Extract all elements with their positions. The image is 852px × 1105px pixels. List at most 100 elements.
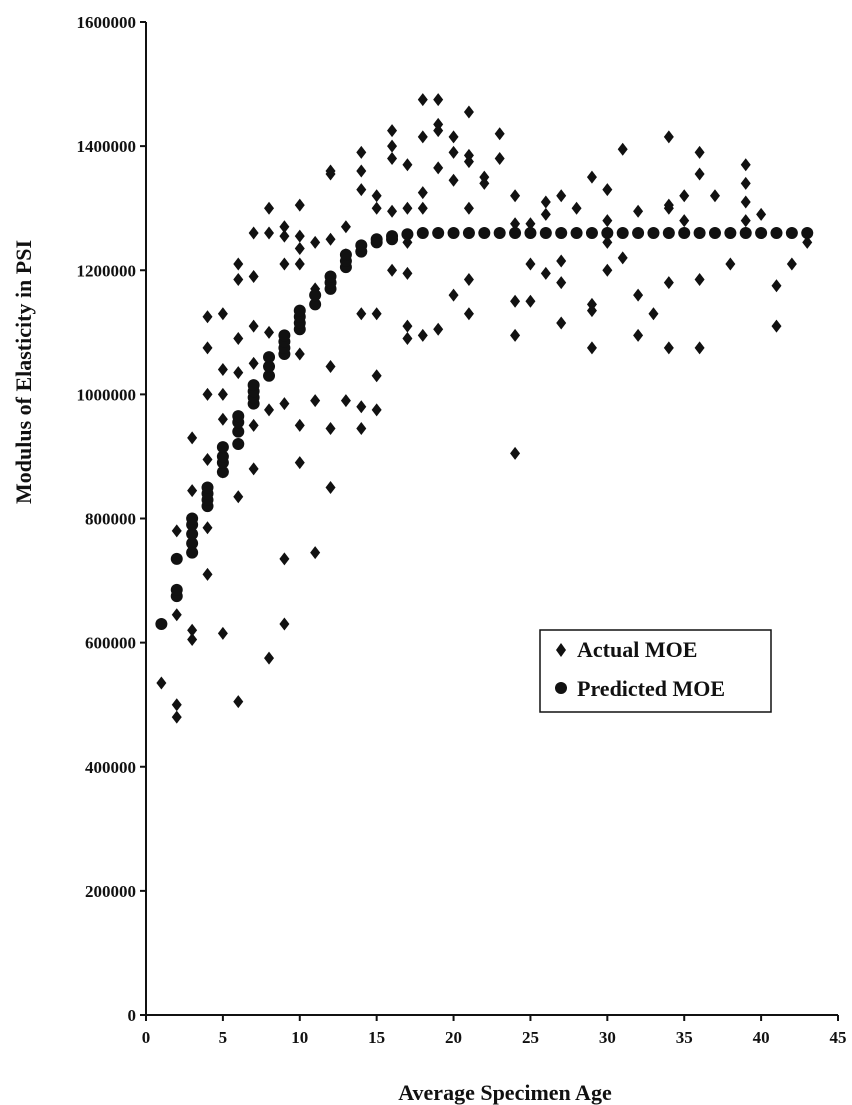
actual-moe-point: [202, 310, 213, 324]
actual-moe-point: [556, 189, 567, 203]
actual-moe-point: [556, 276, 567, 290]
predicted-moe-point: [216, 450, 229, 463]
predicted-moe-point: [739, 227, 752, 240]
predicted-moe-point: [309, 298, 322, 311]
actual-moe-point: [171, 524, 182, 538]
predicted-moe-point: [186, 546, 199, 559]
actual-moe-point: [663, 198, 674, 212]
actual-moe-point: [371, 369, 382, 383]
actual-moe-point: [617, 142, 628, 156]
actual-moe-point: [279, 257, 290, 271]
actual-moe-point: [156, 676, 167, 690]
actual-moe-point: [525, 257, 536, 271]
actual-moe-point: [433, 117, 444, 131]
predicted-moe-point: [416, 227, 429, 240]
actual-moe-point: [448, 145, 459, 159]
actual-moe-point: [248, 356, 259, 370]
actual-moe-point: [402, 266, 413, 280]
actual-moe-point: [694, 341, 705, 355]
actual-moe-point: [356, 164, 367, 178]
predicted-moe-point: [801, 227, 814, 240]
predicted-moe-point: [355, 239, 368, 252]
predicted-moe-point: [232, 410, 245, 423]
actual-moe-point: [402, 332, 413, 346]
actual-moe-point: [494, 127, 505, 141]
x-tick-label: 5: [219, 1028, 228, 1047]
actual-moe-point: [248, 226, 259, 240]
actual-moe-point: [187, 623, 198, 637]
predicted-moe-point: [247, 379, 260, 392]
predicted-moe-point: [585, 227, 598, 240]
actual-moe-point: [417, 201, 428, 215]
predicted-moe-point: [186, 537, 199, 550]
actual-moe-point: [479, 170, 490, 184]
y-tick-label: 1600000: [77, 13, 137, 32]
actual-moe-point: [217, 307, 228, 321]
actual-moe-point: [187, 633, 198, 647]
x-tick-label: 10: [291, 1028, 308, 1047]
actual-moe-point: [433, 161, 444, 175]
actual-moe-point: [294, 347, 305, 361]
actual-moe-point: [709, 189, 720, 203]
actual-moe-point: [171, 698, 182, 712]
actual-moe-point: [248, 462, 259, 476]
actual-moe-point: [694, 273, 705, 287]
actual-moe-point: [371, 189, 382, 203]
actual-moe-point: [371, 307, 382, 321]
x-tick-label: 45: [830, 1028, 847, 1047]
actual-moe-point: [771, 279, 782, 293]
actual-moe-point: [387, 139, 398, 153]
predicted-moe-point: [232, 425, 245, 438]
actual-moe-point: [771, 319, 782, 333]
actual-moe-point: [325, 164, 336, 178]
actual-moe-point: [294, 242, 305, 256]
actual-moe-point: [633, 204, 644, 218]
actual-moe-point: [387, 263, 398, 277]
y-tick-label: 800000: [85, 510, 136, 529]
actual-moe-point: [187, 431, 198, 445]
actual-moe-point: [294, 418, 305, 432]
actual-moe-point: [233, 273, 244, 287]
legend-predicted-label: Predicted MOE: [577, 676, 725, 701]
x-tick-label: 35: [676, 1028, 693, 1047]
actual-moe-point: [740, 195, 751, 209]
predicted-moe-point: [186, 528, 199, 541]
actual-moe-point: [325, 232, 336, 246]
actual-moe-point: [679, 214, 690, 228]
x-tick-label: 20: [445, 1028, 462, 1047]
actual-moe-point: [510, 294, 521, 308]
x-tick-label: 15: [368, 1028, 385, 1047]
actual-moe-point: [510, 446, 521, 460]
actual-moe-point: [448, 173, 459, 187]
actual-moe-point: [463, 201, 474, 215]
predicted-moe-point: [509, 227, 522, 240]
actual-moe-point: [217, 363, 228, 377]
predicted-moe-point: [478, 227, 491, 240]
actual-moe-point: [248, 418, 259, 432]
actual-moe-point: [310, 394, 321, 408]
y-tick-label: 400000: [85, 758, 136, 777]
actual-moe-point: [402, 158, 413, 172]
predicted-moe-point: [662, 227, 675, 240]
actual-moe-point: [663, 130, 674, 144]
actual-moe-point: [448, 288, 459, 302]
predicted-moe-point: [309, 289, 322, 302]
predicted-moe-point: [755, 227, 768, 240]
x-tick-label: 40: [753, 1028, 770, 1047]
actual-moe-point: [402, 201, 413, 215]
actual-moe-point: [679, 189, 690, 203]
predicted-moe-point: [678, 227, 691, 240]
predicted-moe-point: [386, 230, 399, 243]
predicted-moe-point: [570, 227, 583, 240]
actual-moe-point: [294, 456, 305, 470]
y-axis-title: Modulus of Elasticity in PSI: [11, 240, 36, 504]
actual-moe-point: [463, 307, 474, 321]
actual-moe-point: [340, 220, 351, 234]
y-tick-label: 0: [128, 1006, 137, 1025]
actual-moe-point: [802, 235, 813, 249]
actual-moe-point: [433, 322, 444, 336]
actual-moe-point: [325, 422, 336, 436]
actual-moe-point: [217, 626, 228, 640]
actual-moe-point: [602, 263, 613, 277]
actual-moe-point: [310, 235, 321, 249]
